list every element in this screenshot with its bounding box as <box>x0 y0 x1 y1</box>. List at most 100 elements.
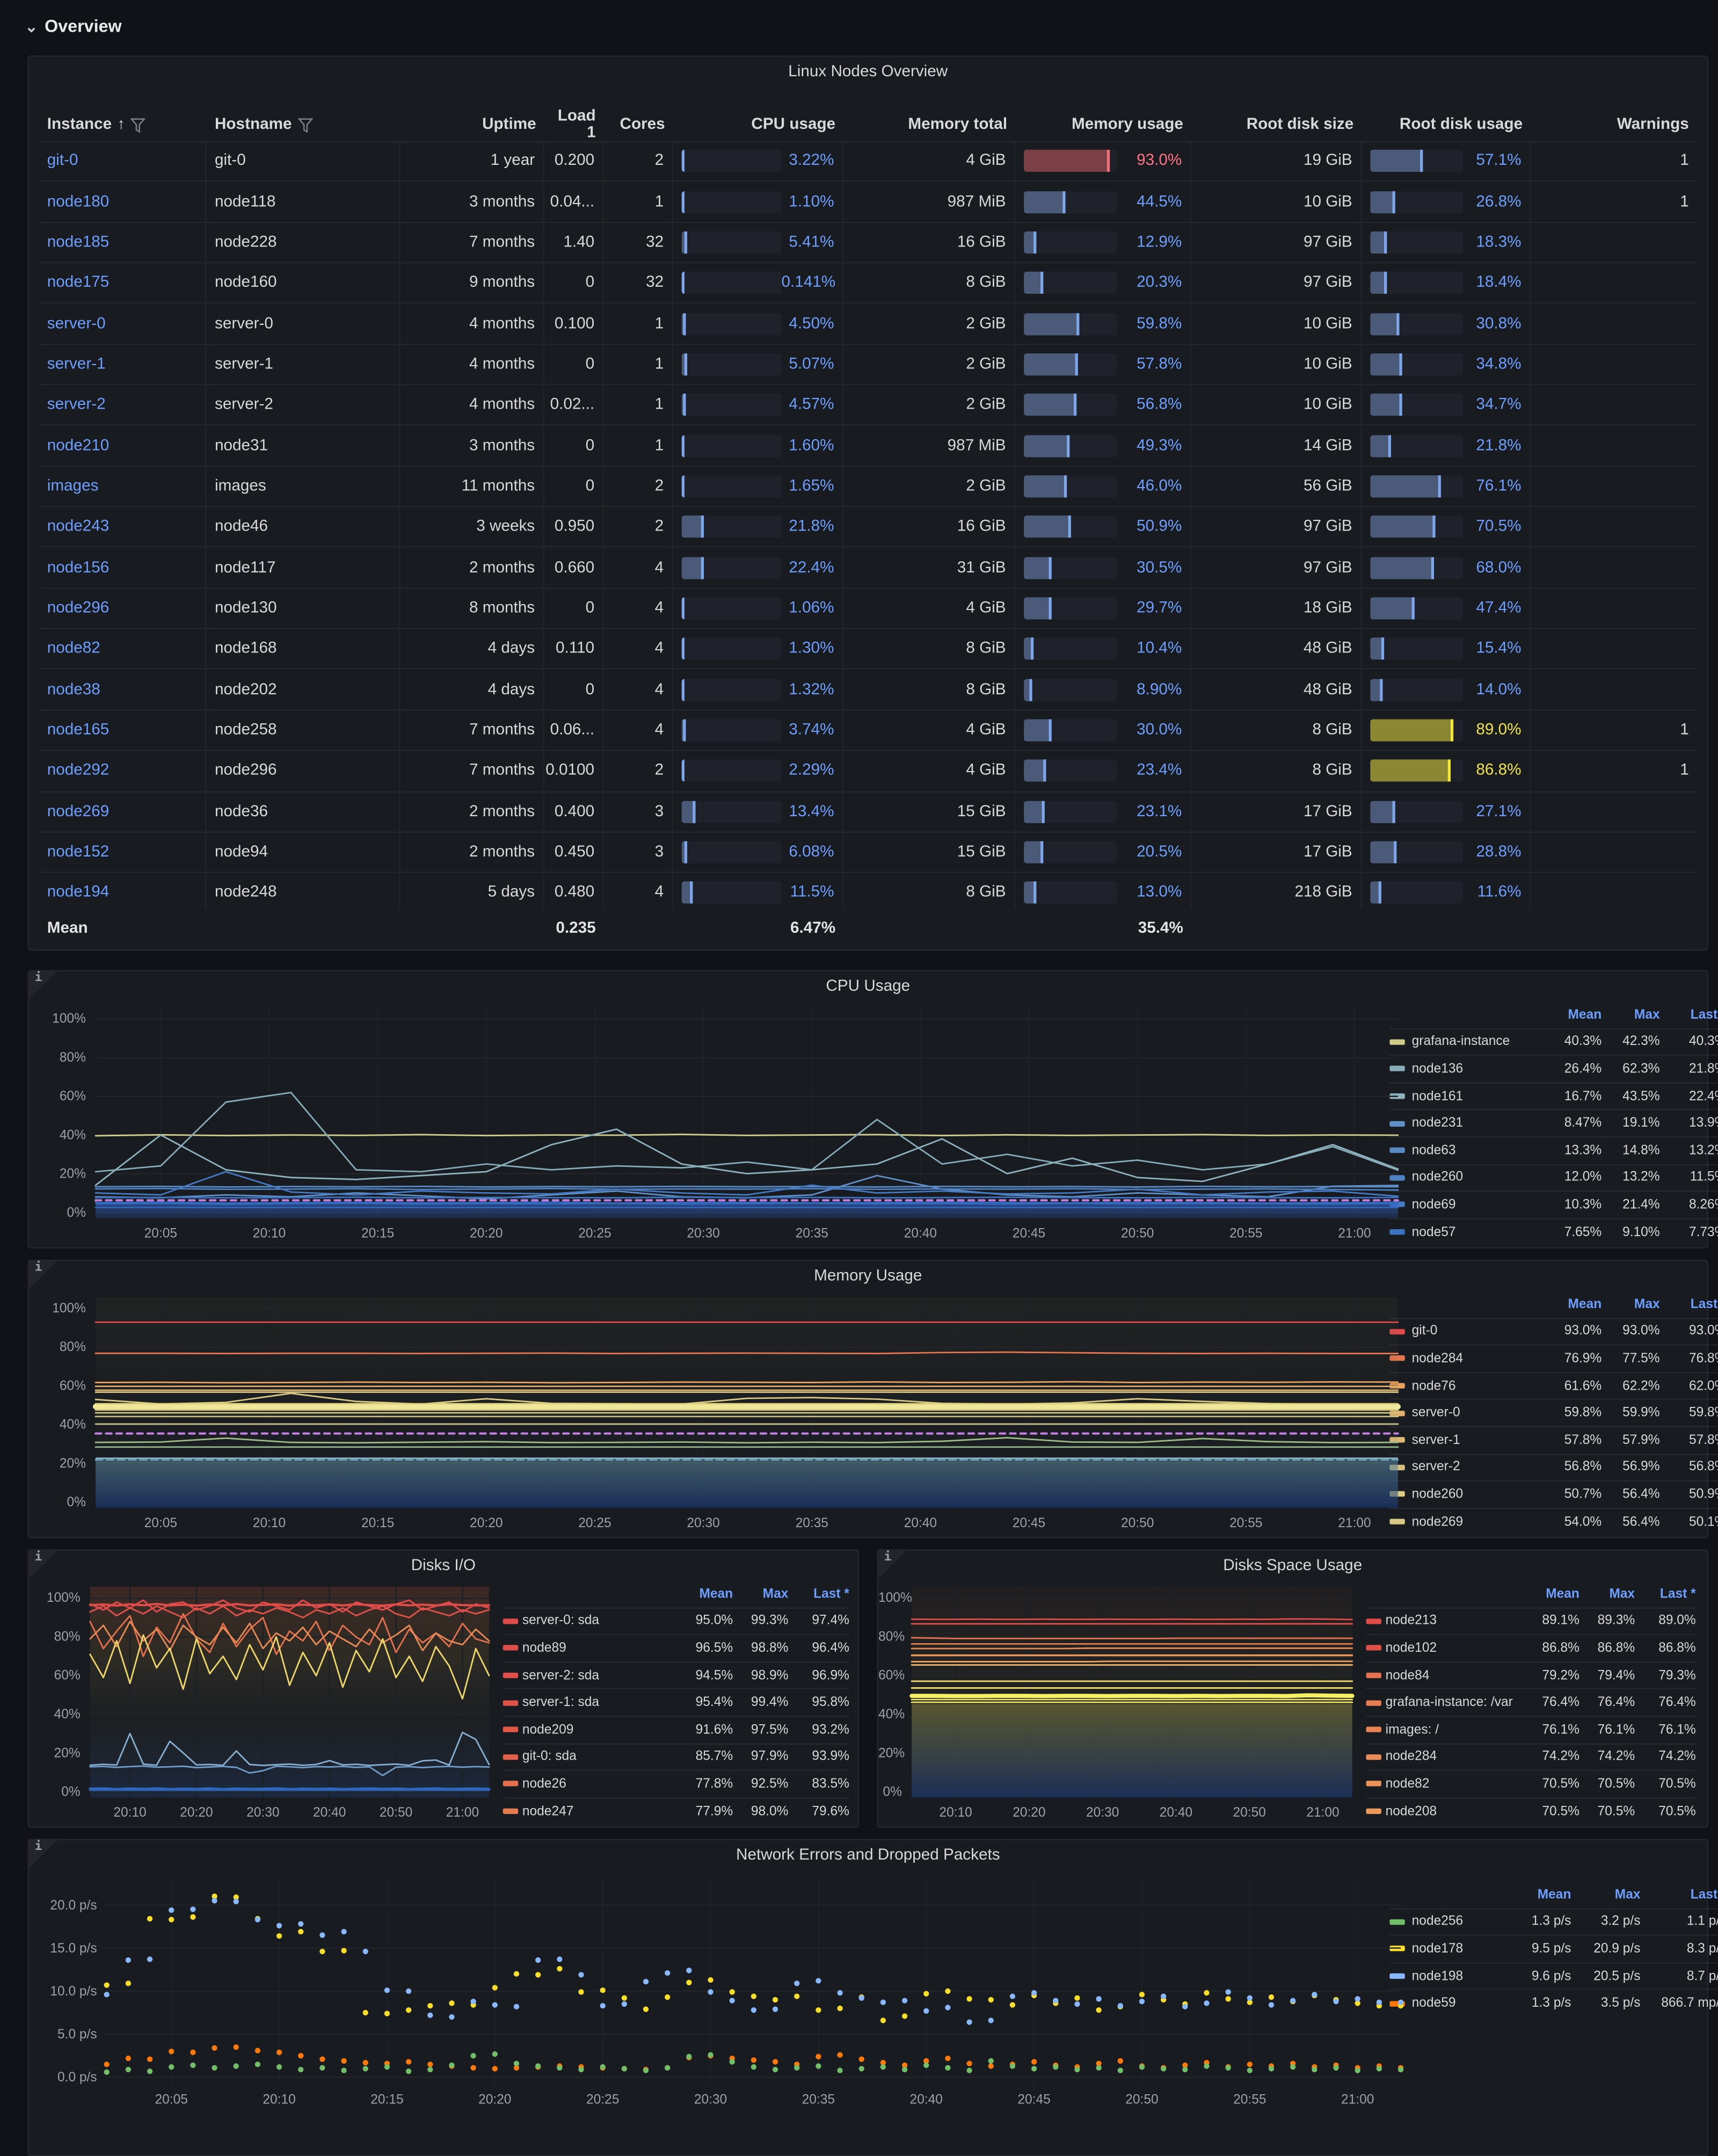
series-name[interactable]: node89 <box>522 1640 566 1656</box>
series-name[interactable]: node178 <box>1411 1941 1464 1957</box>
load1-cell: 0.200 <box>544 141 605 181</box>
series-name[interactable]: node84 <box>1385 1668 1430 1683</box>
cores-cell: 4 <box>604 710 674 750</box>
series-name[interactable]: server-1 <box>1411 1432 1460 1448</box>
x-axis-label: 20:05 <box>144 1226 178 1242</box>
instance-link[interactable]: node292 <box>47 763 110 780</box>
column-header-cores[interactable]: Cores <box>620 116 665 133</box>
series-name[interactable]: node76 <box>1411 1378 1456 1394</box>
instance-link[interactable]: node38 <box>47 681 100 698</box>
instance-link[interactable]: node175 <box>47 274 110 292</box>
root-disk-size-cell: 48 GiB <box>1191 629 1362 669</box>
series-name[interactable]: node269 <box>1411 1514 1464 1529</box>
instance-link[interactable]: node180 <box>47 193 110 210</box>
legend-row: server-2 56.8%56.9%56.8% <box>1389 1455 1718 1482</box>
instance-link[interactable]: node156 <box>47 559 110 576</box>
uptime-cell: 4 months <box>401 385 545 425</box>
legend-row: node69 10.3%21.4%8.26% <box>1389 1192 1718 1219</box>
root-disk-usage-cell: 14.0% <box>1362 670 1531 709</box>
series-name[interactable]: server-1: sda <box>522 1695 599 1710</box>
instance-link[interactable]: server-0 <box>47 315 106 332</box>
x-axis-label: 21:00 <box>1306 1805 1340 1821</box>
instance-link[interactable]: node210 <box>47 437 110 454</box>
panel-title[interactable]: Linux Nodes Overview <box>788 63 948 81</box>
series-name[interactable]: node198 <box>1411 1969 1464 1984</box>
column-header-warnings[interactable]: Warnings <box>1617 116 1689 133</box>
series-name[interactable]: server-0 <box>1411 1405 1460 1421</box>
series-name[interactable]: node161 <box>1411 1088 1464 1104</box>
column-header-root-disk-usage[interactable]: Root disk usage <box>1399 116 1523 133</box>
series-name[interactable]: node260 <box>1411 1486 1464 1502</box>
series-name[interactable]: node247 <box>522 1803 574 1819</box>
series-name[interactable]: grafana-instance <box>1411 1034 1510 1050</box>
y-axis-label: 80% <box>59 1340 86 1356</box>
series-name[interactable]: node208 <box>1385 1803 1437 1819</box>
instance-link[interactable]: node269 <box>47 803 110 820</box>
instance-link[interactable]: server-2 <box>47 396 106 413</box>
memory-usage-bar <box>1024 231 1117 253</box>
series-name[interactable]: node57 <box>1411 1224 1456 1240</box>
legend-row: server-0 59.8%59.9%59.8% <box>1389 1400 1718 1427</box>
row-overview-collapse[interactable]: ⌄ Overview <box>25 17 121 36</box>
instance-link[interactable]: node152 <box>47 844 110 861</box>
column-header-memory-total[interactable]: Memory total <box>908 116 1008 133</box>
x-axis-label: 20:20 <box>1013 1805 1046 1821</box>
series-name[interactable]: node284 <box>1411 1351 1464 1367</box>
instance-link[interactable]: node296 <box>47 600 110 617</box>
series-name[interactable]: server-2: sda <box>522 1668 599 1683</box>
table-row: server-2 server-2 4 months 0.02... 1 4.5… <box>39 385 1698 426</box>
series-name[interactable]: node260 <box>1411 1170 1464 1186</box>
instance-link[interactable]: node185 <box>47 234 110 251</box>
instance-link[interactable]: node165 <box>47 722 110 739</box>
series-name[interactable]: node136 <box>1411 1061 1464 1077</box>
series-name[interactable]: git-0 <box>1411 1324 1438 1339</box>
series-name[interactable]: grafana-instance: /var <box>1385 1695 1513 1710</box>
series-name[interactable]: node26 <box>522 1776 566 1792</box>
series-name[interactable]: server-2 <box>1411 1460 1460 1475</box>
series-name[interactable]: node63 <box>1411 1143 1456 1158</box>
filter-icon[interactable] <box>130 117 146 133</box>
series-name[interactable]: node284 <box>1385 1749 1437 1765</box>
hostname-cell: node228 <box>207 222 401 262</box>
filter-icon[interactable] <box>297 117 313 133</box>
series-name[interactable]: node231 <box>1411 1115 1464 1131</box>
column-header-uptime[interactable]: Uptime <box>482 116 536 133</box>
cpu-usage-bar <box>681 637 782 660</box>
series-swatch <box>503 1673 519 1679</box>
cores-cell: 3 <box>604 792 674 831</box>
panel-title[interactable]: CPU Usage <box>826 978 911 995</box>
column-header-root-disk-size[interactable]: Root disk size <box>1246 116 1354 133</box>
instance-link[interactable]: images <box>47 478 99 495</box>
series-name[interactable]: git-0: sda <box>522 1749 577 1765</box>
column-header-load1[interactable]: Load 1 <box>557 108 596 142</box>
instance-link[interactable]: server-1 <box>47 355 106 373</box>
series-name[interactable]: node209 <box>522 1722 574 1738</box>
series-name[interactable]: node82 <box>1385 1776 1430 1792</box>
series-name[interactable]: server-0: sda <box>522 1613 599 1629</box>
column-header-instance[interactable]: Instance ↑ <box>39 108 206 141</box>
instance-link[interactable]: node194 <box>47 884 110 902</box>
panel-info-icon[interactable]: i <box>29 1840 57 1868</box>
column-header-memory-usage[interactable]: Memory usage <box>1072 116 1183 133</box>
column-header-hostname[interactable]: Hostname <box>207 108 401 141</box>
panel-info-icon[interactable]: i <box>29 1261 57 1289</box>
instance-link[interactable]: git-0 <box>47 153 78 170</box>
panel-title[interactable]: Network Errors and Dropped Packets <box>736 1847 1000 1864</box>
panel-info-icon[interactable]: i <box>878 1550 906 1579</box>
series-name[interactable]: node59 <box>1411 1995 1456 2011</box>
table-row: node156 node117 2 months 0.660 4 22.4% 3… <box>39 548 1698 589</box>
x-axis-label: 20:30 <box>1086 1805 1119 1821</box>
series-name[interactable]: node213 <box>1385 1613 1437 1629</box>
series-name[interactable]: images: / <box>1385 1722 1439 1738</box>
instance-link[interactable]: node82 <box>47 641 100 657</box>
column-header-cpu-usage[interactable]: CPU usage <box>751 116 836 133</box>
panel-title[interactable]: Memory Usage <box>814 1268 922 1285</box>
panel-info-icon[interactable]: i <box>29 1550 57 1579</box>
instance-link[interactable]: node243 <box>47 518 110 535</box>
series-name[interactable]: node256 <box>1411 1914 1464 1930</box>
series-name[interactable]: node69 <box>1411 1197 1456 1213</box>
panel-title[interactable]: Disks Space Usage <box>1223 1557 1363 1574</box>
series-name[interactable]: node102 <box>1385 1640 1437 1656</box>
panel-info-icon[interactable]: i <box>29 971 57 999</box>
panel-title[interactable]: Disks I/O <box>411 1557 476 1574</box>
